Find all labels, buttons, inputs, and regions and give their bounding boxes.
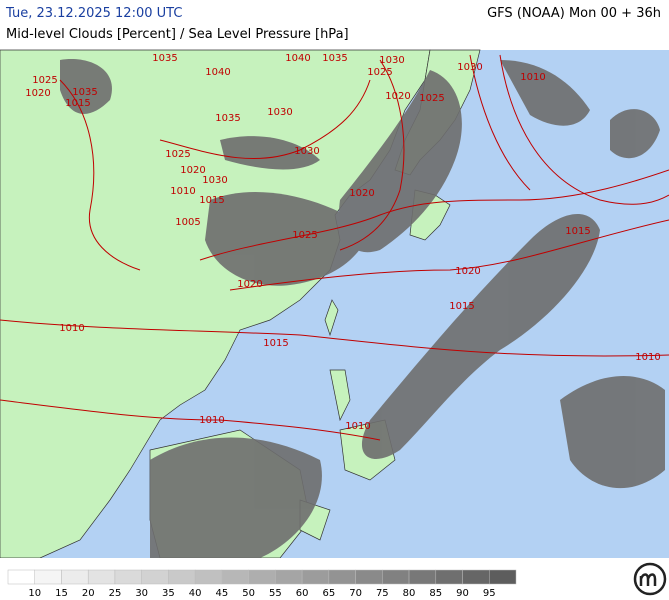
- colorbar-swatch: [194, 569, 223, 585]
- isobar-label: 1015: [449, 301, 474, 312]
- colorbar-label: 15: [55, 588, 68, 599]
- colorbar-label: 95: [483, 588, 496, 599]
- isobar-label: 1035: [322, 53, 347, 64]
- colorbar-label: 90: [456, 588, 469, 599]
- isobar-label: 1010: [199, 415, 224, 426]
- isobar-label: 1030: [294, 146, 319, 157]
- colorbar-label: 75: [376, 588, 389, 599]
- isobar-label: 1040: [285, 53, 310, 64]
- colorbar-label: 65: [322, 588, 335, 599]
- isobar-label: 1020: [349, 188, 374, 199]
- isobars: [0, 54, 669, 441]
- isobar-label: 1030: [202, 175, 227, 186]
- colorbar-swatch: [382, 569, 410, 585]
- logo-mark: [639, 573, 657, 586]
- isobar-label: 1025: [165, 149, 190, 160]
- colorbar-swatch: [462, 569, 490, 585]
- colorbar-swatch: [435, 569, 463, 585]
- isobar-label: 1030: [457, 62, 482, 73]
- isobar-label: 1020: [180, 165, 205, 176]
- colorbar-swatch: [328, 569, 356, 585]
- model-info: GFS (NOAA) Mon 00 + 36h: [487, 6, 661, 21]
- colorbar-swatch: [141, 569, 169, 585]
- isobar-label: 1030: [267, 107, 292, 118]
- colorbar-label: 85: [429, 588, 442, 599]
- isobar-label: 1035: [215, 113, 240, 124]
- colorbar-swatch: [7, 569, 35, 585]
- logo: [633, 562, 667, 596]
- colorbar-label: 50: [242, 588, 255, 599]
- colorbar-swatch: [248, 569, 276, 585]
- colorbar-swatch: [489, 569, 517, 585]
- colorbar-label: 70: [349, 588, 362, 599]
- isobar-label: 1015: [199, 195, 224, 206]
- isobar-label: 1015: [65, 98, 90, 109]
- isobar-label: 1010: [59, 323, 84, 334]
- isobar-label: 1025: [367, 67, 392, 78]
- clouds: [60, 59, 665, 558]
- colorbar-swatch: [301, 569, 330, 585]
- colorbar-label: 40: [189, 588, 202, 599]
- isobar-label: 1020: [237, 279, 262, 290]
- isobar-label: 1010: [170, 186, 195, 197]
- isobar-label: 1035: [72, 87, 97, 98]
- isobar-label: 1020: [455, 266, 480, 277]
- colorbar-label: 35: [162, 588, 175, 599]
- colorbar-label: 60: [296, 588, 309, 599]
- isobar-label: 1040: [205, 67, 230, 78]
- isobar-label: 1020: [385, 91, 410, 102]
- colorbar-swatch: [408, 569, 437, 585]
- isobar-label: 1010: [520, 72, 545, 83]
- isobar-label: 1025: [419, 93, 444, 104]
- subtitle: Mid-level Clouds [Percent] / Sea Level P…: [6, 27, 349, 42]
- colorbar-swatch: [168, 569, 196, 585]
- colorbar-swatch: [114, 569, 142, 585]
- colorbar-label: 10: [28, 588, 41, 599]
- colorbar-swatch: [221, 569, 249, 585]
- colorbar-swatch: [275, 569, 303, 585]
- isobar-label: 1015: [565, 226, 590, 237]
- isobar-label: 1030: [379, 55, 404, 66]
- colorbar-label: 45: [216, 588, 229, 599]
- colorbar-label: 55: [269, 588, 282, 599]
- isobar-label: 1005: [175, 217, 200, 228]
- colorbar-swatch: [87, 569, 116, 585]
- colorbar-label: 30: [135, 588, 148, 599]
- isobar-label: 1010: [345, 421, 370, 432]
- isobar-label: 1035: [152, 53, 177, 64]
- datetime: Tue, 23.12.2025 12:00 UTC: [6, 6, 183, 21]
- colorbar-swatch: [355, 569, 383, 585]
- colorbar-swatch: [34, 569, 62, 585]
- isobar-label: 1025: [32, 75, 57, 86]
- isobar-label: 1015: [263, 338, 288, 349]
- colorbar-label: 80: [403, 588, 416, 599]
- isobar-label: 1025: [292, 230, 317, 241]
- isobar-label: 1010: [635, 352, 660, 363]
- colorbar-swatch: [61, 569, 89, 585]
- colorbar-label: 20: [82, 588, 95, 599]
- isobar-label: 1020: [25, 88, 50, 99]
- colorbar-label: 25: [109, 588, 122, 599]
